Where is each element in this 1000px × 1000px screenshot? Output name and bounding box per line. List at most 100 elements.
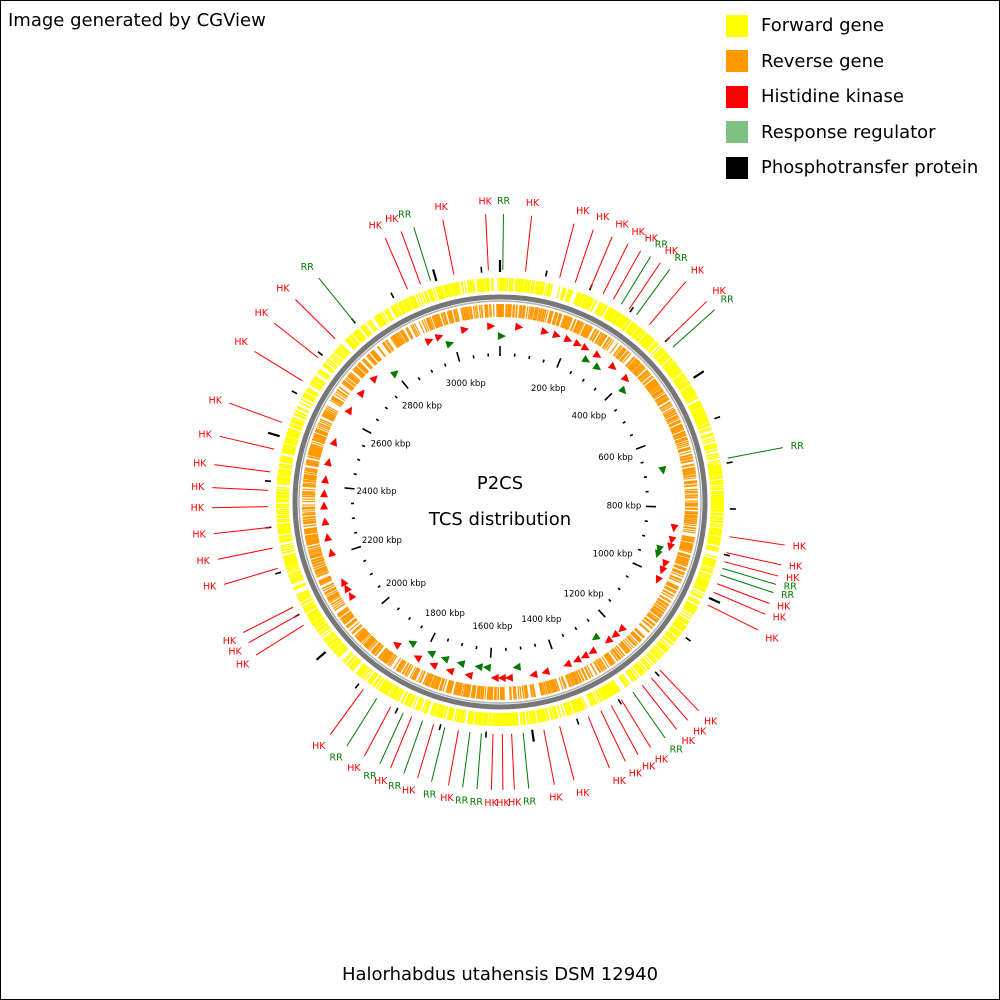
hk-glyph bbox=[490, 674, 499, 682]
reverse-gene-mark bbox=[397, 331, 406, 344]
reverse-gene-mark bbox=[389, 336, 399, 349]
forward-gene-mark bbox=[278, 530, 292, 534]
forward-gene-mark bbox=[691, 588, 705, 596]
reverse-gene-mark bbox=[570, 672, 577, 686]
forward-gene-mark bbox=[528, 710, 532, 724]
reverse-gene-mark bbox=[304, 467, 318, 471]
forward-gene-mark bbox=[276, 510, 290, 513]
reverse-gene-mark bbox=[384, 652, 393, 664]
reverse-gene-mark bbox=[529, 684, 533, 698]
forward-gene-mark bbox=[290, 576, 304, 583]
forward-gene-mark bbox=[619, 675, 628, 687]
reverse-gene-mark bbox=[448, 680, 454, 694]
forward-gene-mark bbox=[696, 420, 710, 427]
forward-gene-mark bbox=[508, 278, 511, 292]
reverse-gene-mark bbox=[435, 314, 441, 328]
forward-gene-mark bbox=[701, 562, 715, 569]
reverse-gene-mark bbox=[384, 340, 394, 352]
forward-gene-mark bbox=[517, 278, 521, 292]
reverse-gene-mark bbox=[538, 682, 543, 696]
reverse-gene-mark bbox=[314, 430, 328, 437]
reverse-gene-mark bbox=[538, 308, 543, 322]
reverse-gene-mark bbox=[303, 521, 317, 524]
hk-callout-label: HK bbox=[655, 754, 669, 765]
inner-tick bbox=[456, 351, 461, 362]
reverse-gene-mark bbox=[470, 306, 474, 320]
reverse-gene-mark bbox=[319, 420, 332, 427]
rr-callout-label: RR bbox=[455, 795, 469, 806]
reverse-gene-mark bbox=[446, 680, 452, 694]
hk-callout-label: HK bbox=[402, 786, 416, 797]
forward-gene-mark bbox=[563, 702, 569, 716]
reverse-gene-mark bbox=[646, 380, 658, 390]
outer-tick bbox=[317, 351, 324, 357]
reverse-gene-mark bbox=[683, 523, 697, 527]
reverse-gene-mark bbox=[673, 563, 687, 570]
forward-gene-mark bbox=[447, 707, 452, 721]
inner-tick bbox=[625, 575, 629, 579]
forward-gene-mark bbox=[375, 314, 385, 327]
rr-glyph bbox=[408, 640, 418, 649]
tick-label: 2200 kbp bbox=[362, 536, 402, 546]
reverse-gene-mark bbox=[468, 684, 472, 698]
forward-gene-mark bbox=[578, 697, 586, 710]
forward-gene-mark bbox=[346, 655, 357, 667]
reverse-gene-mark bbox=[352, 368, 364, 379]
reverse-gene-mark bbox=[385, 339, 395, 351]
reverse-gene-mark bbox=[455, 682, 460, 696]
reverse-gene-mark bbox=[515, 304, 518, 318]
reverse-gene-mark bbox=[305, 537, 319, 542]
forward-gene-mark bbox=[379, 679, 388, 692]
hk-glyph bbox=[321, 475, 329, 484]
reverse-gene-mark bbox=[367, 354, 377, 365]
forward-gene-mark bbox=[369, 319, 378, 331]
reverse-gene-mark bbox=[332, 601, 345, 610]
forward-gene-mark bbox=[474, 711, 478, 725]
reverse-gene-mark bbox=[302, 520, 317, 523]
reverse-gene-mark bbox=[659, 401, 672, 410]
reverse-gene-mark bbox=[331, 397, 344, 405]
outer-tick bbox=[390, 292, 395, 299]
reverse-gene-mark bbox=[358, 362, 369, 373]
forward-gene-mark bbox=[687, 597, 700, 605]
reverse-gene-mark bbox=[634, 628, 645, 638]
forward-gene-mark bbox=[596, 302, 604, 316]
legend-label: Histidine kinase bbox=[761, 86, 904, 108]
outer-tick bbox=[438, 724, 442, 731]
reverse-gene-mark bbox=[677, 551, 691, 557]
reverse-gene-mark bbox=[393, 657, 402, 670]
reverse-gene-mark bbox=[682, 466, 696, 471]
inner-tick bbox=[430, 369, 434, 373]
reverse-gene-mark bbox=[654, 393, 667, 402]
reverse-gene-mark bbox=[308, 548, 322, 553]
reverse-gene-mark bbox=[341, 382, 353, 392]
inner-tick bbox=[381, 596, 390, 605]
forward-gene-mark bbox=[287, 428, 301, 435]
forward-gene-mark bbox=[331, 640, 343, 651]
forward-gene-mark bbox=[305, 389, 318, 398]
forward-gene-mark bbox=[390, 305, 399, 318]
forward-gene-mark bbox=[457, 709, 461, 723]
forward-gene-mark bbox=[560, 287, 567, 301]
hk-callout-label: HK bbox=[789, 562, 803, 573]
reverse-gene-mark bbox=[666, 582, 679, 589]
hk-glyph bbox=[580, 343, 590, 351]
forward-gene-mark bbox=[664, 361, 676, 371]
forward-gene-mark bbox=[327, 358, 339, 368]
reverse-gene-mark bbox=[349, 621, 360, 632]
inner-tick bbox=[353, 473, 357, 476]
forward-gene-mark bbox=[709, 529, 723, 533]
reverse-gene-mark bbox=[663, 408, 676, 417]
reverse-gene-mark bbox=[351, 623, 362, 634]
reverse-gene-mark bbox=[306, 459, 320, 464]
rr-callout-label: RR bbox=[497, 196, 511, 207]
forward-gene-mark bbox=[680, 386, 693, 395]
callout-line bbox=[726, 552, 782, 566]
forward-gene-mark bbox=[294, 410, 308, 418]
inner-tick bbox=[344, 487, 355, 490]
reverse-gene-mark bbox=[394, 333, 403, 346]
forward-gene-mark bbox=[310, 614, 323, 623]
inner-tick bbox=[640, 461, 644, 464]
inner-tick bbox=[375, 418, 380, 422]
reverse-gene-mark bbox=[486, 304, 489, 318]
